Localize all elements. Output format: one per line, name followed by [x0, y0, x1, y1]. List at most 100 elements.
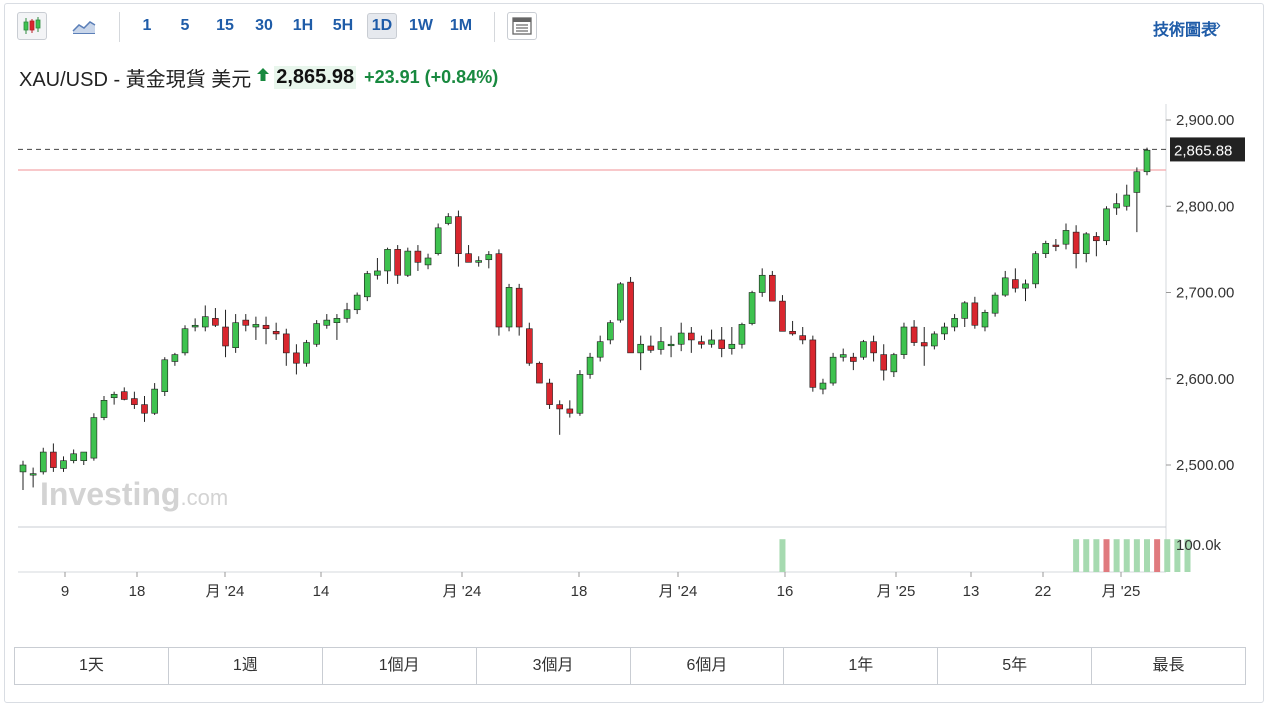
timeframe-1d[interactable]: 1D [367, 13, 397, 39]
candle-body [1082, 233, 1090, 254]
technical-chart-link[interactable]: 技術圖表 [1152, 22, 1217, 39]
candle-body [1032, 253, 1039, 285]
candle-body [353, 294, 361, 311]
chart-toolbar: 1 5 15 30 1H 5H 1D 1W 1M 技術圖表 » [5, 4, 1265, 48]
range-button[interactable]: 1年 [784, 648, 939, 684]
price-chart[interactable]: Investing.com 2,900.00 2,800.00 2,700.00 2,6… [0, 0, 1269, 640]
area-chart-icon[interactable] [69, 12, 99, 40]
x-tick-label: 月 '24 [659, 583, 698, 600]
volume-bar [1123, 539, 1130, 572]
range-button[interactable]: 1天 [15, 648, 169, 684]
candle-body [29, 473, 37, 476]
candle-body [39, 451, 47, 473]
candle-body [526, 328, 533, 364]
candle-body [161, 359, 169, 392]
candle-body [485, 254, 493, 261]
candle-body [819, 382, 827, 390]
candle-body [607, 322, 614, 341]
volume-bar [1083, 539, 1090, 572]
timeframe-1m[interactable]: 1M [449, 17, 473, 34]
candle-body [455, 216, 462, 254]
timeframe-5h[interactable]: 5H [332, 17, 354, 34]
range-button[interactable]: 3個月 [477, 648, 631, 684]
timeframe-5[interactable]: 5 [180, 17, 190, 34]
candle-body [181, 328, 189, 354]
candle-body [1103, 208, 1110, 242]
candle-body [505, 287, 513, 328]
candle-body [1001, 277, 1009, 296]
candle-body [991, 294, 999, 314]
candle-body [19, 464, 27, 473]
timeframe-1[interactable]: 1 [142, 17, 152, 34]
candle-body [131, 398, 138, 405]
chevron-right-icon[interactable]: » [1211, 15, 1221, 34]
layout-icon[interactable] [507, 12, 537, 40]
candle-body [698, 341, 705, 345]
candle-body [1012, 279, 1019, 289]
candle-body [728, 343, 736, 349]
candle-body [414, 250, 422, 263]
candle-body [303, 342, 310, 364]
candle-body [171, 354, 179, 362]
candle-body [809, 339, 817, 388]
timeframe-1h[interactable]: 1H [292, 17, 314, 34]
candle-body [961, 302, 969, 319]
candle-body [910, 326, 918, 343]
candle-body [637, 343, 644, 354]
candle-body [951, 318, 958, 328]
candle-body [394, 249, 401, 276]
candle-body [799, 335, 807, 341]
candlestick-chart-icon[interactable] [17, 12, 47, 40]
candle-body [1123, 194, 1131, 207]
range-button[interactable]: 1個月 [323, 648, 477, 684]
volume-bar [1113, 539, 1120, 572]
candle-body [890, 354, 898, 373]
watermark-logo: Investing.com [40, 476, 228, 512]
range-selector: 1天 1週 1個月 3個月 6個月 1年 5年 最長 [14, 647, 1246, 685]
candle-body [1143, 149, 1151, 173]
candle-body [931, 333, 938, 347]
candle-body [738, 324, 746, 345]
quote-header: XAU/USD - 黃金現貨 美元 2,865.98 +23.91 (+0.84… [19, 64, 498, 91]
candle-body [1052, 244, 1060, 247]
candle-body [212, 318, 219, 326]
candle-body [515, 287, 523, 328]
candle-body [850, 356, 857, 362]
candle-body [617, 283, 624, 321]
candle-body [688, 332, 695, 341]
x-tick-label: 月 '24 [443, 583, 482, 600]
candle-body [920, 342, 928, 347]
last-price-label: 2,865.88 [1174, 142, 1232, 159]
candle-body [718, 339, 726, 349]
timeframe-1w[interactable]: 1W [409, 17, 433, 34]
candle-body [677, 332, 685, 345]
range-button[interactable]: 6個月 [631, 648, 785, 684]
candle-body [576, 374, 584, 414]
timeframe-30[interactable]: 30 [255, 17, 273, 34]
candle-body [647, 345, 655, 351]
x-tick-label: 月 '25 [1102, 583, 1141, 600]
candle-body [1113, 203, 1120, 209]
candle-body [900, 326, 908, 355]
timeframe-15[interactable]: 15 [216, 17, 234, 34]
candle-body [424, 257, 432, 266]
x-tick-label: 月 '25 [877, 583, 916, 600]
range-button[interactable]: 1週 [169, 648, 323, 684]
candle-body [981, 312, 989, 328]
volume-bar [1073, 539, 1080, 572]
candle-body [120, 391, 128, 400]
candle-body [971, 302, 979, 326]
volume-bar [1144, 539, 1150, 572]
candle-body [1042, 243, 1050, 254]
range-button[interactable]: 最長 [1152, 657, 1185, 674]
candle-body [80, 451, 88, 461]
candle-body [434, 227, 442, 254]
candle-body [556, 404, 563, 410]
volume-bar [779, 539, 786, 572]
candle-body [1093, 236, 1100, 242]
instrument-title: XAU/USD - 黃金現貨 美元 [19, 68, 252, 91]
candle-body [566, 408, 574, 414]
range-button[interactable]: 5年 [938, 648, 1093, 684]
volume-bar [1164, 539, 1171, 572]
candle-body [60, 460, 67, 469]
